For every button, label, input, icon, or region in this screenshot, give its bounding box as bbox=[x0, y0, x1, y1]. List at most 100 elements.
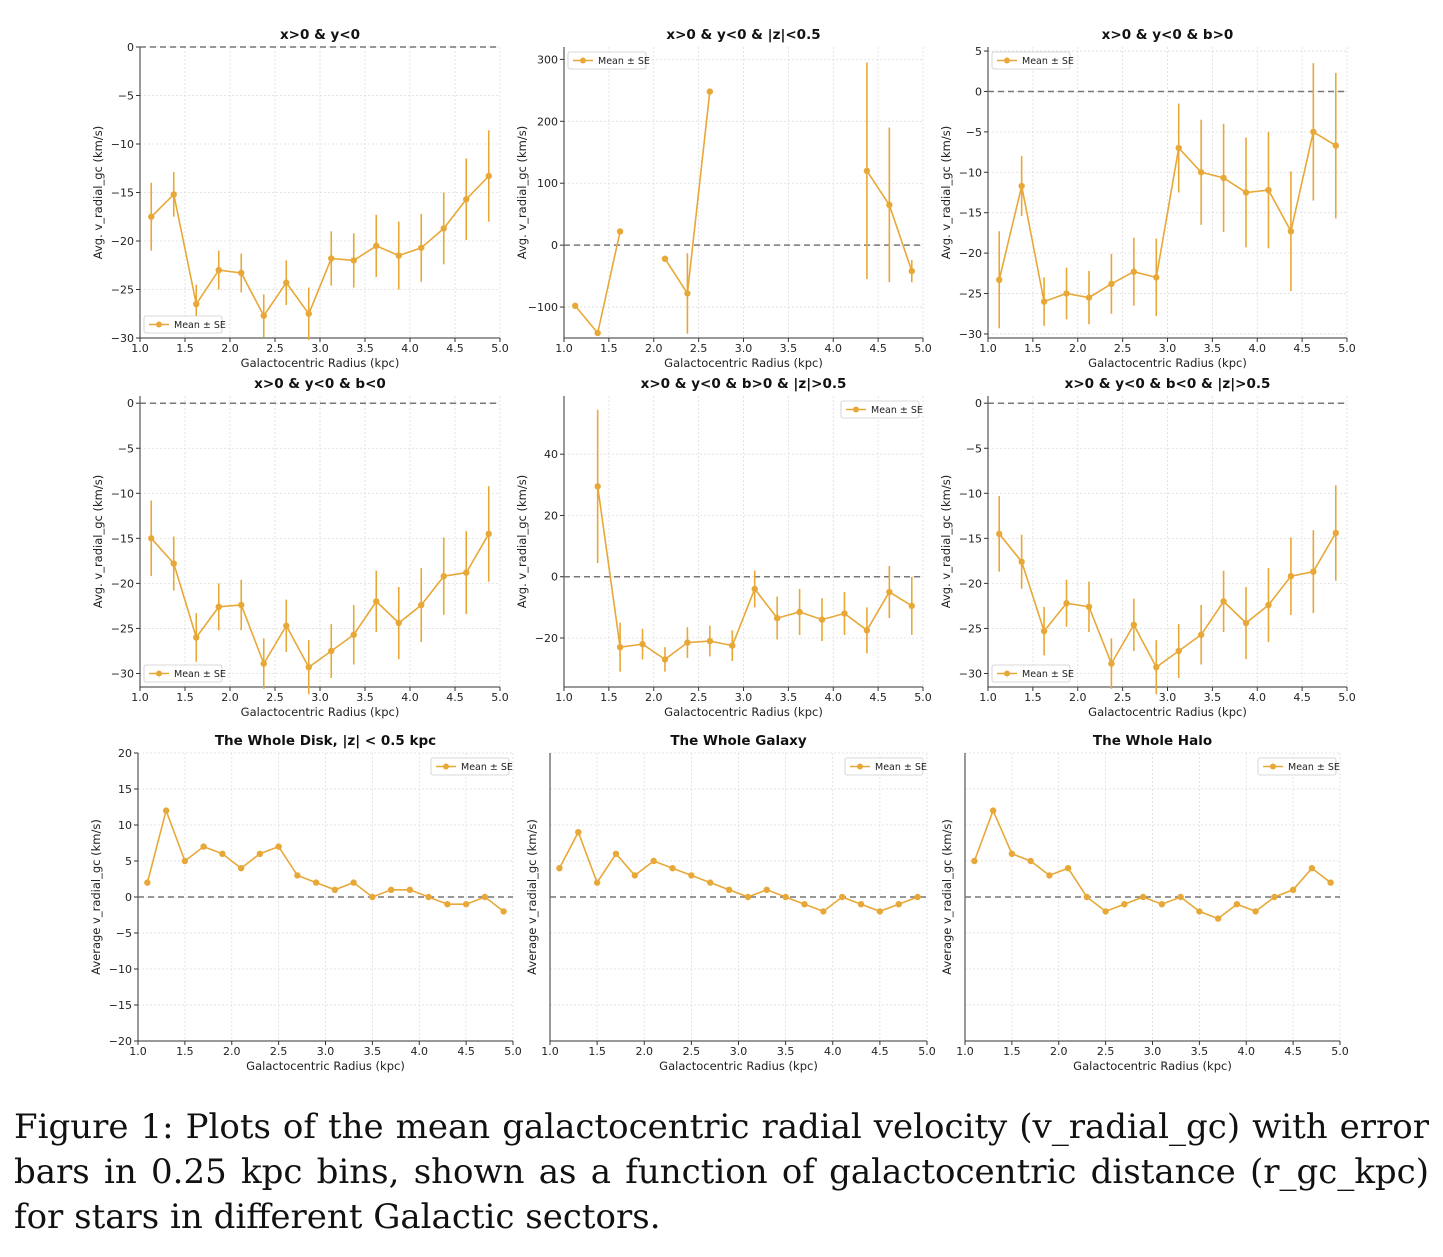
legend-box bbox=[143, 315, 223, 334]
data-point bbox=[1265, 601, 1272, 609]
chart-title: x>0 & y<0 & b>0 bbox=[1102, 27, 1234, 43]
x-tick-label: 4.0 bbox=[825, 342, 843, 355]
y-axis-label: Avg. v_radial_gc (km/s) bbox=[91, 475, 105, 608]
y-tick-label: 0 bbox=[551, 571, 558, 584]
chart-title: The Whole Halo bbox=[1093, 733, 1212, 749]
data-point bbox=[1027, 857, 1034, 865]
y-tick-label: 200 bbox=[537, 115, 558, 128]
data-point bbox=[1308, 865, 1316, 872]
chart-title: x>0 & y<0 & |z|<0.5 bbox=[666, 27, 820, 43]
legend-box bbox=[991, 51, 1071, 70]
data-point bbox=[729, 642, 736, 649]
data-point bbox=[1083, 893, 1091, 901]
x-tick-label: 3.0 bbox=[311, 342, 329, 355]
y-tick-label: −10 bbox=[959, 487, 982, 500]
x-tick-label: 1.0 bbox=[979, 342, 997, 355]
legend-label: Mean ± SE bbox=[1022, 669, 1074, 680]
data-point bbox=[996, 276, 1003, 283]
x-tick-label: 4.5 bbox=[871, 1045, 889, 1058]
data-point bbox=[312, 879, 320, 886]
data-point bbox=[1158, 901, 1166, 908]
data-point bbox=[1197, 631, 1205, 638]
x-tick-label: 5.0 bbox=[914, 342, 932, 355]
x-tick-label: 1.0 bbox=[131, 342, 149, 355]
data-point bbox=[575, 829, 582, 836]
y-tick-label: 5 bbox=[125, 855, 132, 868]
y-tick-label: −30 bbox=[959, 328, 982, 341]
legend: Mean ± SE bbox=[1257, 757, 1340, 776]
data-point bbox=[1175, 647, 1182, 655]
y-tick-label: −15 bbox=[959, 532, 982, 545]
chart-panel-2: 1.0 1.5 2.0 2.5 3.0 3.5 4.0 4.5 5.0 300 200 100 0 −10… bbox=[515, 27, 932, 370]
legend: Mean ± SE bbox=[991, 664, 1074, 683]
data-point bbox=[331, 886, 339, 893]
chart-title: x>0 & y<0 & b>0 & |z|>0.5 bbox=[641, 376, 847, 392]
data-point bbox=[260, 660, 267, 667]
data-point bbox=[556, 865, 563, 872]
x-tick-label: 3.5 bbox=[356, 342, 374, 355]
x-tick-label: 3.0 bbox=[735, 691, 753, 704]
x-tick-label: 4.5 bbox=[869, 691, 887, 704]
data-point bbox=[462, 901, 470, 908]
x-tick-label: 3.0 bbox=[730, 1045, 748, 1058]
data-point bbox=[418, 244, 425, 251]
data-point bbox=[1310, 568, 1317, 575]
x-tick-label: 4.0 bbox=[1249, 691, 1267, 704]
y-tick-label: −5 bbox=[116, 927, 132, 940]
data-point bbox=[215, 603, 222, 611]
data-point bbox=[886, 201, 893, 209]
data-point bbox=[863, 167, 871, 175]
x-tick-label: 4.5 bbox=[1293, 691, 1311, 704]
data-point bbox=[996, 530, 1003, 538]
legend-label: Mean ± SE bbox=[598, 56, 650, 67]
data-point bbox=[1102, 908, 1109, 915]
data-point bbox=[283, 279, 290, 286]
legend-box bbox=[1257, 757, 1337, 776]
data-point bbox=[857, 901, 865, 908]
x-tick-label: 1.5 bbox=[176, 1045, 194, 1058]
data-point bbox=[193, 634, 200, 641]
series-line bbox=[973, 808, 1332, 920]
legend-swatch-marker bbox=[857, 763, 863, 770]
legend: Mean ± SE bbox=[143, 315, 226, 334]
x-tick-label: 4.5 bbox=[1284, 1045, 1302, 1058]
x-tick-label: 1.0 bbox=[956, 1045, 974, 1058]
series-line bbox=[150, 533, 490, 669]
data-point bbox=[200, 843, 207, 850]
data-point bbox=[744, 893, 752, 901]
data-point bbox=[440, 572, 447, 580]
x-tick-label: 5.0 bbox=[504, 1045, 522, 1058]
y-axis-label: Average v_radial_gc (km/s) bbox=[940, 819, 954, 975]
data-point bbox=[820, 908, 827, 915]
y-tick-label: −20 bbox=[959, 577, 982, 590]
x-tick-label: 3.0 bbox=[311, 691, 329, 704]
x-tick-label: 4.0 bbox=[824, 1045, 842, 1058]
x-tick-label: 2.5 bbox=[683, 1045, 701, 1058]
data-point bbox=[706, 637, 714, 645]
y-tick-label: 20 bbox=[544, 509, 558, 522]
x-tick-label: 2.5 bbox=[690, 691, 708, 704]
data-point bbox=[238, 269, 245, 277]
data-point bbox=[1177, 893, 1184, 901]
x-tick-label: 3.0 bbox=[1159, 691, 1177, 704]
x-tick-label: 2.5 bbox=[266, 691, 284, 704]
x-tick-label: 2.0 bbox=[223, 1045, 241, 1058]
x-tick-label: 1.5 bbox=[1024, 691, 1042, 704]
legend-swatch-marker bbox=[1004, 670, 1010, 677]
x-tick-label: 5.0 bbox=[1338, 342, 1356, 355]
data-point bbox=[444, 901, 451, 908]
data-point bbox=[706, 88, 714, 95]
x-axis-label: Galactocentric Radius (kpc) bbox=[1073, 1059, 1232, 1073]
data-point bbox=[895, 901, 902, 908]
data-point bbox=[395, 252, 402, 259]
y-axis-label: Avg. v_radial_gc (km/s) bbox=[91, 126, 105, 259]
y-tick-label: −5 bbox=[118, 90, 134, 103]
x-axis-label: Galactocentric Radius (kpc) bbox=[246, 1059, 405, 1073]
chart-panel-7: 1.0 1.5 2.0 2.5 3.0 3.5 4.0 4.5 5.0 20 15 10 5 0 −5 −10… bbox=[89, 733, 522, 1073]
series-line bbox=[150, 175, 490, 318]
data-point bbox=[1214, 915, 1222, 922]
x-tick-label: 4.0 bbox=[411, 1045, 429, 1058]
data-point bbox=[989, 807, 997, 814]
data-point bbox=[650, 857, 657, 865]
x-tick-label: 2.5 bbox=[1097, 1045, 1115, 1058]
